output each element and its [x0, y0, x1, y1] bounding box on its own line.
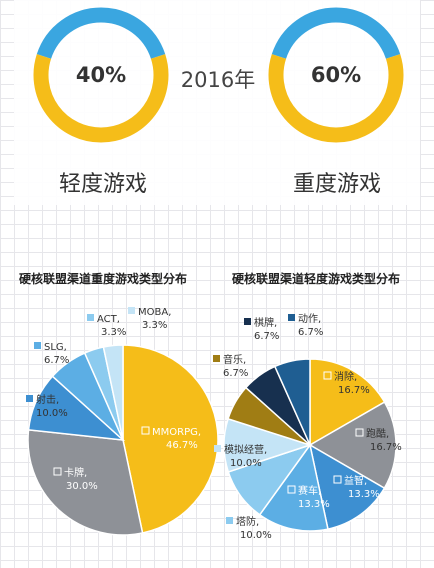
light-pct-4: 10.0%: [240, 530, 272, 541]
light-pct-0: 16.7%: [338, 385, 370, 396]
heavy-pct-5: 3.3%: [142, 320, 167, 331]
heavy-games-ring: [268, 7, 404, 143]
heavy-ring-blue-arc: [271, 7, 401, 60]
heavy-pct-1: 30.0%: [66, 481, 98, 492]
light-marker-2: [333, 475, 342, 484]
light-games-ring: [33, 7, 169, 143]
heavy-label-2: 射击,: [36, 394, 59, 406]
heavy-label-1: 卡牌,: [64, 466, 87, 479]
light-pct-6: 6.7%: [223, 368, 248, 379]
light-label-8: 动作,: [298, 313, 321, 325]
heavy-label-3: SLG,: [44, 342, 67, 353]
light-marker-7: [244, 318, 251, 325]
light-pct-3: 13.3%: [298, 499, 330, 510]
light-pct-8: 6.7%: [298, 327, 323, 338]
year-label: 2016年: [180, 68, 256, 92]
light-marker-5: [214, 445, 221, 452]
light-slice-0: [309, 358, 386, 447]
light-label-4: 塔防,: [236, 515, 259, 528]
light-label-1: 跑酷,: [366, 427, 389, 440]
light-marker-0: [323, 371, 332, 380]
light-ring-yellow-arc: [33, 54, 169, 143]
heavy-marker-2: [26, 395, 33, 402]
light-pie-chart: 消除, 16.7% 跑酷, 16.7% 益智, 13.3% 赛车, 13.3% 塔防, 10.0%…: [213, 313, 402, 541]
heavy-marker-5: [128, 307, 135, 314]
light-slice-1: [308, 401, 397, 490]
light-marker-1: [355, 428, 364, 437]
light-slice-8: [273, 358, 311, 446]
heavy-games-label: 重度游戏: [292, 172, 381, 197]
heavy-label-5: MOBA,: [138, 307, 171, 318]
heavy-slice-0: [122, 344, 219, 534]
heavy-marker-3: [34, 342, 41, 349]
heavy-chart-title: 硬核联盟渠道重度游戏类型分布: [19, 272, 188, 286]
summary-panel: [14, 0, 420, 205]
heavy-games-percent: 60%: [310, 63, 362, 87]
light-label-7: 棋牌,: [254, 316, 277, 329]
light-pct-1: 16.7%: [370, 442, 402, 453]
light-marker-6: [213, 355, 220, 362]
heavy-ring-yellow-arc: [268, 54, 404, 143]
light-marker-3: [287, 485, 296, 494]
heavy-marker-4: [87, 314, 94, 321]
heavy-pct-4: 3.3%: [101, 327, 126, 338]
light-chart-title: 硬核联盟渠道轻度游戏类型分布: [232, 272, 401, 286]
heavy-pct-3: 6.7%: [44, 355, 69, 366]
light-pct-2: 13.3%: [348, 489, 380, 500]
heavy-pct-0: 46.7%: [166, 440, 198, 451]
heavy-label-0: MMORPG,: [152, 427, 201, 438]
light-label-6: 音乐,: [223, 353, 246, 366]
heavy-marker-1: [53, 467, 62, 476]
light-pct-5: 10.0%: [230, 458, 262, 469]
light-marker-4: [226, 517, 233, 524]
light-games-percent: 40%: [75, 63, 127, 87]
light-label-0: 消除,: [334, 370, 357, 383]
light-slice-2: [308, 443, 386, 530]
light-slice-3: [258, 443, 329, 532]
light-label-2: 益智,: [344, 474, 367, 487]
light-games-label: 轻度游戏: [58, 172, 147, 197]
heavy-slice-1: [27, 429, 144, 536]
light-label-3: 赛车,: [298, 484, 321, 497]
heavy-slice-5: [102, 344, 124, 441]
heavy-label-4: ACT,: [97, 314, 120, 325]
light-pct-7: 6.7%: [254, 331, 279, 342]
light-ring-blue-arc: [36, 7, 166, 60]
heavy-marker-0: [141, 426, 150, 435]
heavy-pie-chart: MMORPG, 46.7% 卡牌, 30.0% 射击, 10.0% SLG, 6.7% ACT,…: [26, 307, 219, 536]
light-label-5: 模拟经营,: [224, 443, 267, 456]
heavy-pct-2: 10.0%: [36, 408, 68, 419]
light-marker-8: [288, 314, 295, 321]
